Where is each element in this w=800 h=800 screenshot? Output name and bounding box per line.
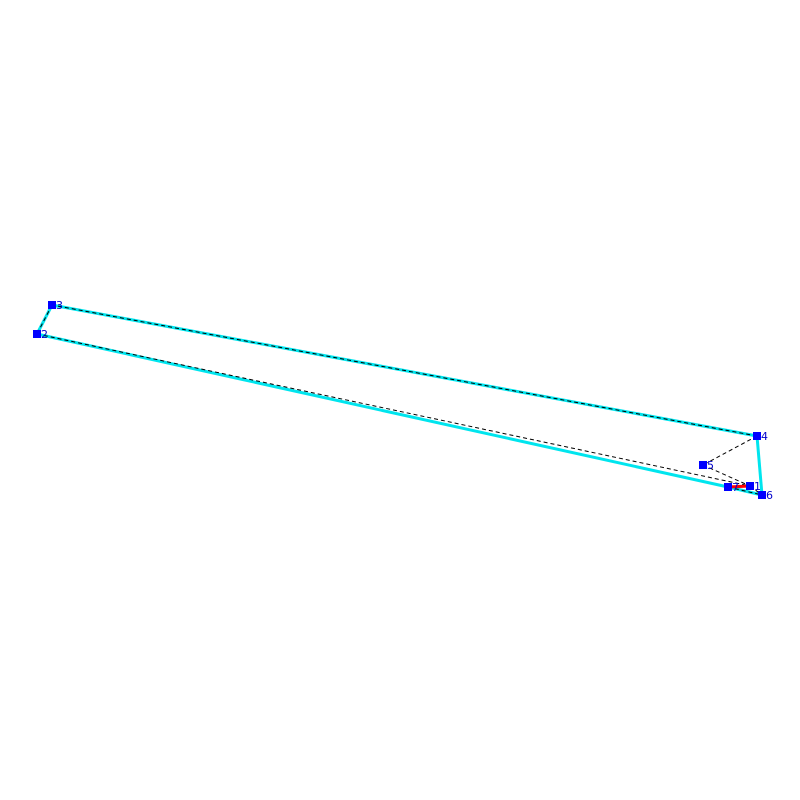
- dashed-edge-2-1: [36, 333, 751, 487]
- vertex-marker-1: [746, 482, 754, 490]
- vertex-label-3: 3: [56, 299, 63, 312]
- outline-edge-2-7: [36, 332, 729, 489]
- dashed-edge-7-6: [727, 486, 763, 496]
- vertex-marker-2: [33, 330, 41, 338]
- vertex-label-5: 5: [707, 459, 714, 472]
- dashed-edge-5-1: [702, 464, 751, 487]
- vertex-marker-6: [758, 491, 766, 499]
- outline-edge-6-4: [755, 435, 764, 496]
- vertex-label-1: 1: [754, 480, 761, 493]
- dashed-edge-4-5: [702, 435, 758, 466]
- vertex-label-6: 6: [766, 489, 773, 502]
- vertex-label-2: 2: [41, 328, 48, 341]
- dashed-edge-4-3: [51, 304, 758, 437]
- vertex-marker-4: [753, 432, 761, 440]
- vertex-label-7: 7: [732, 481, 739, 494]
- vertex-label-4: 4: [761, 430, 768, 443]
- vertex-marker-3: [48, 301, 56, 309]
- dashed-edge-3-2: [36, 304, 53, 335]
- vertex-marker-7: [724, 483, 732, 491]
- vertex-marker-5: [699, 461, 707, 469]
